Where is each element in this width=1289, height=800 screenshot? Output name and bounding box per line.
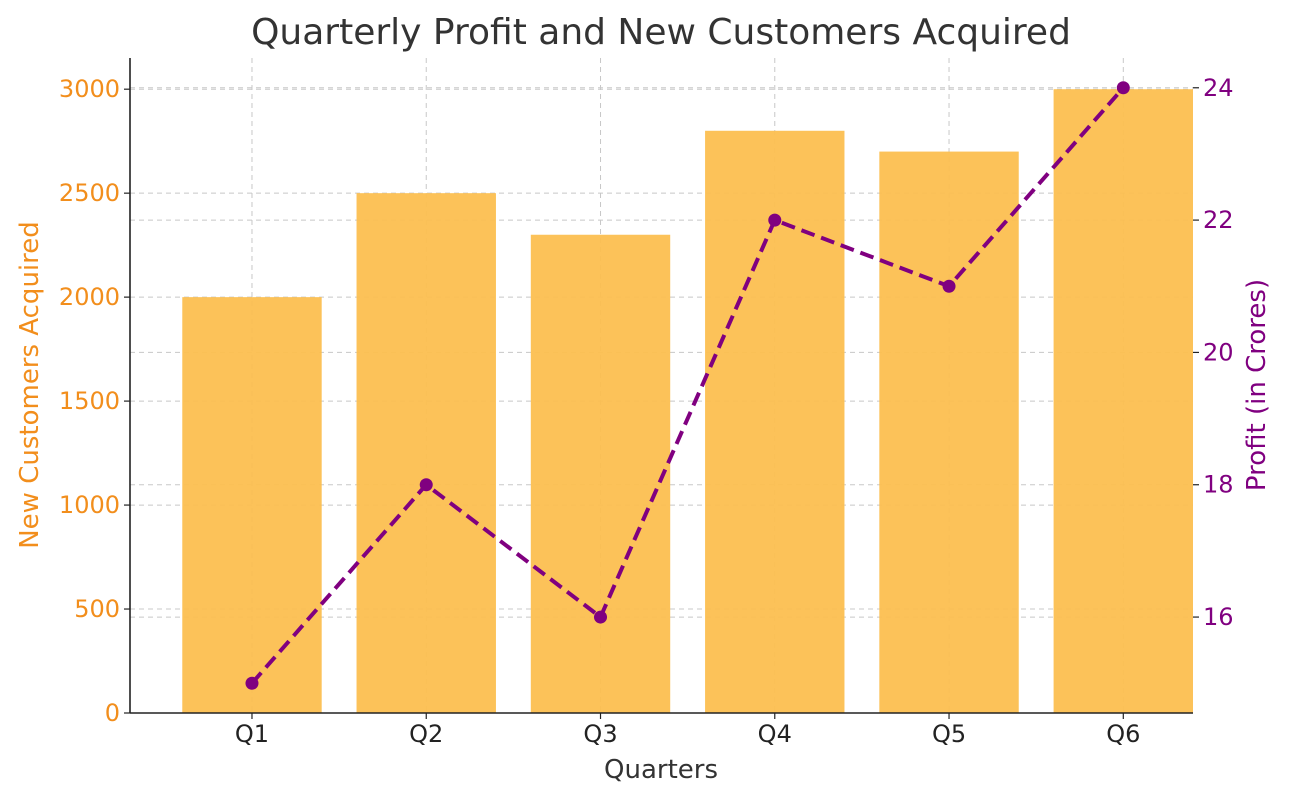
y-left-tick-label: 500: [74, 595, 120, 623]
profit-point-q1: [245, 676, 259, 690]
y-left-tick-label: 2500: [59, 179, 120, 207]
bar-q1: [182, 297, 322, 713]
y-right-tick-label: 22: [1203, 206, 1234, 234]
profit-point-q4: [768, 213, 782, 227]
chart-title: Quarterly Profit and New Customers Acqui…: [251, 12, 1071, 53]
y-right-tick-label: 24: [1203, 74, 1234, 102]
bar-q6: [1053, 89, 1193, 713]
profit-point-q5: [942, 279, 956, 293]
y-axis-left-label: New Customers Acquired: [15, 221, 45, 549]
x-tick-label: Q4: [758, 720, 792, 748]
profit-point-q3: [594, 610, 608, 624]
y-right-tick-label: 16: [1203, 603, 1234, 631]
y-left-tick-label: 3000: [59, 75, 120, 103]
y-right-tick-label: 18: [1203, 471, 1234, 499]
bar-q2: [356, 193, 496, 713]
x-tick-label: Q3: [583, 720, 617, 748]
axis-layer: Q1 Q2 Q3 Q4 Q5 Q6 0 500 1000 1500 2000 2500 3000 16 18…: [59, 58, 1234, 748]
y-left-tick-label: 0: [105, 699, 120, 727]
x-axis-label: Quarters: [604, 755, 718, 785]
line-layer: [245, 81, 1130, 690]
y-left-tick-label: 1000: [59, 491, 120, 519]
bar-q4: [705, 130, 845, 713]
x-tick-label: Q1: [235, 720, 269, 748]
x-tick-label: Q6: [1106, 720, 1140, 748]
y-left-tick-label: 1500: [59, 387, 120, 415]
profit-point-q6: [1116, 81, 1130, 95]
profit-line: [250, 86, 1125, 685]
y-axis-right-label: Profit (in Crores): [1242, 279, 1272, 491]
x-tick-label: Q5: [932, 720, 966, 748]
y-left-tick-label: 2000: [59, 283, 120, 311]
profit-point-q2: [419, 478, 433, 492]
bar-layer: [182, 89, 1193, 714]
label-layer: Quarterly Profit and New Customers Acqui…: [15, 12, 1272, 785]
y-right-tick-label: 20: [1203, 338, 1234, 366]
bar-q3: [530, 234, 671, 713]
x-tick-label: Q2: [409, 720, 443, 748]
bar-q5: [879, 151, 1019, 714]
